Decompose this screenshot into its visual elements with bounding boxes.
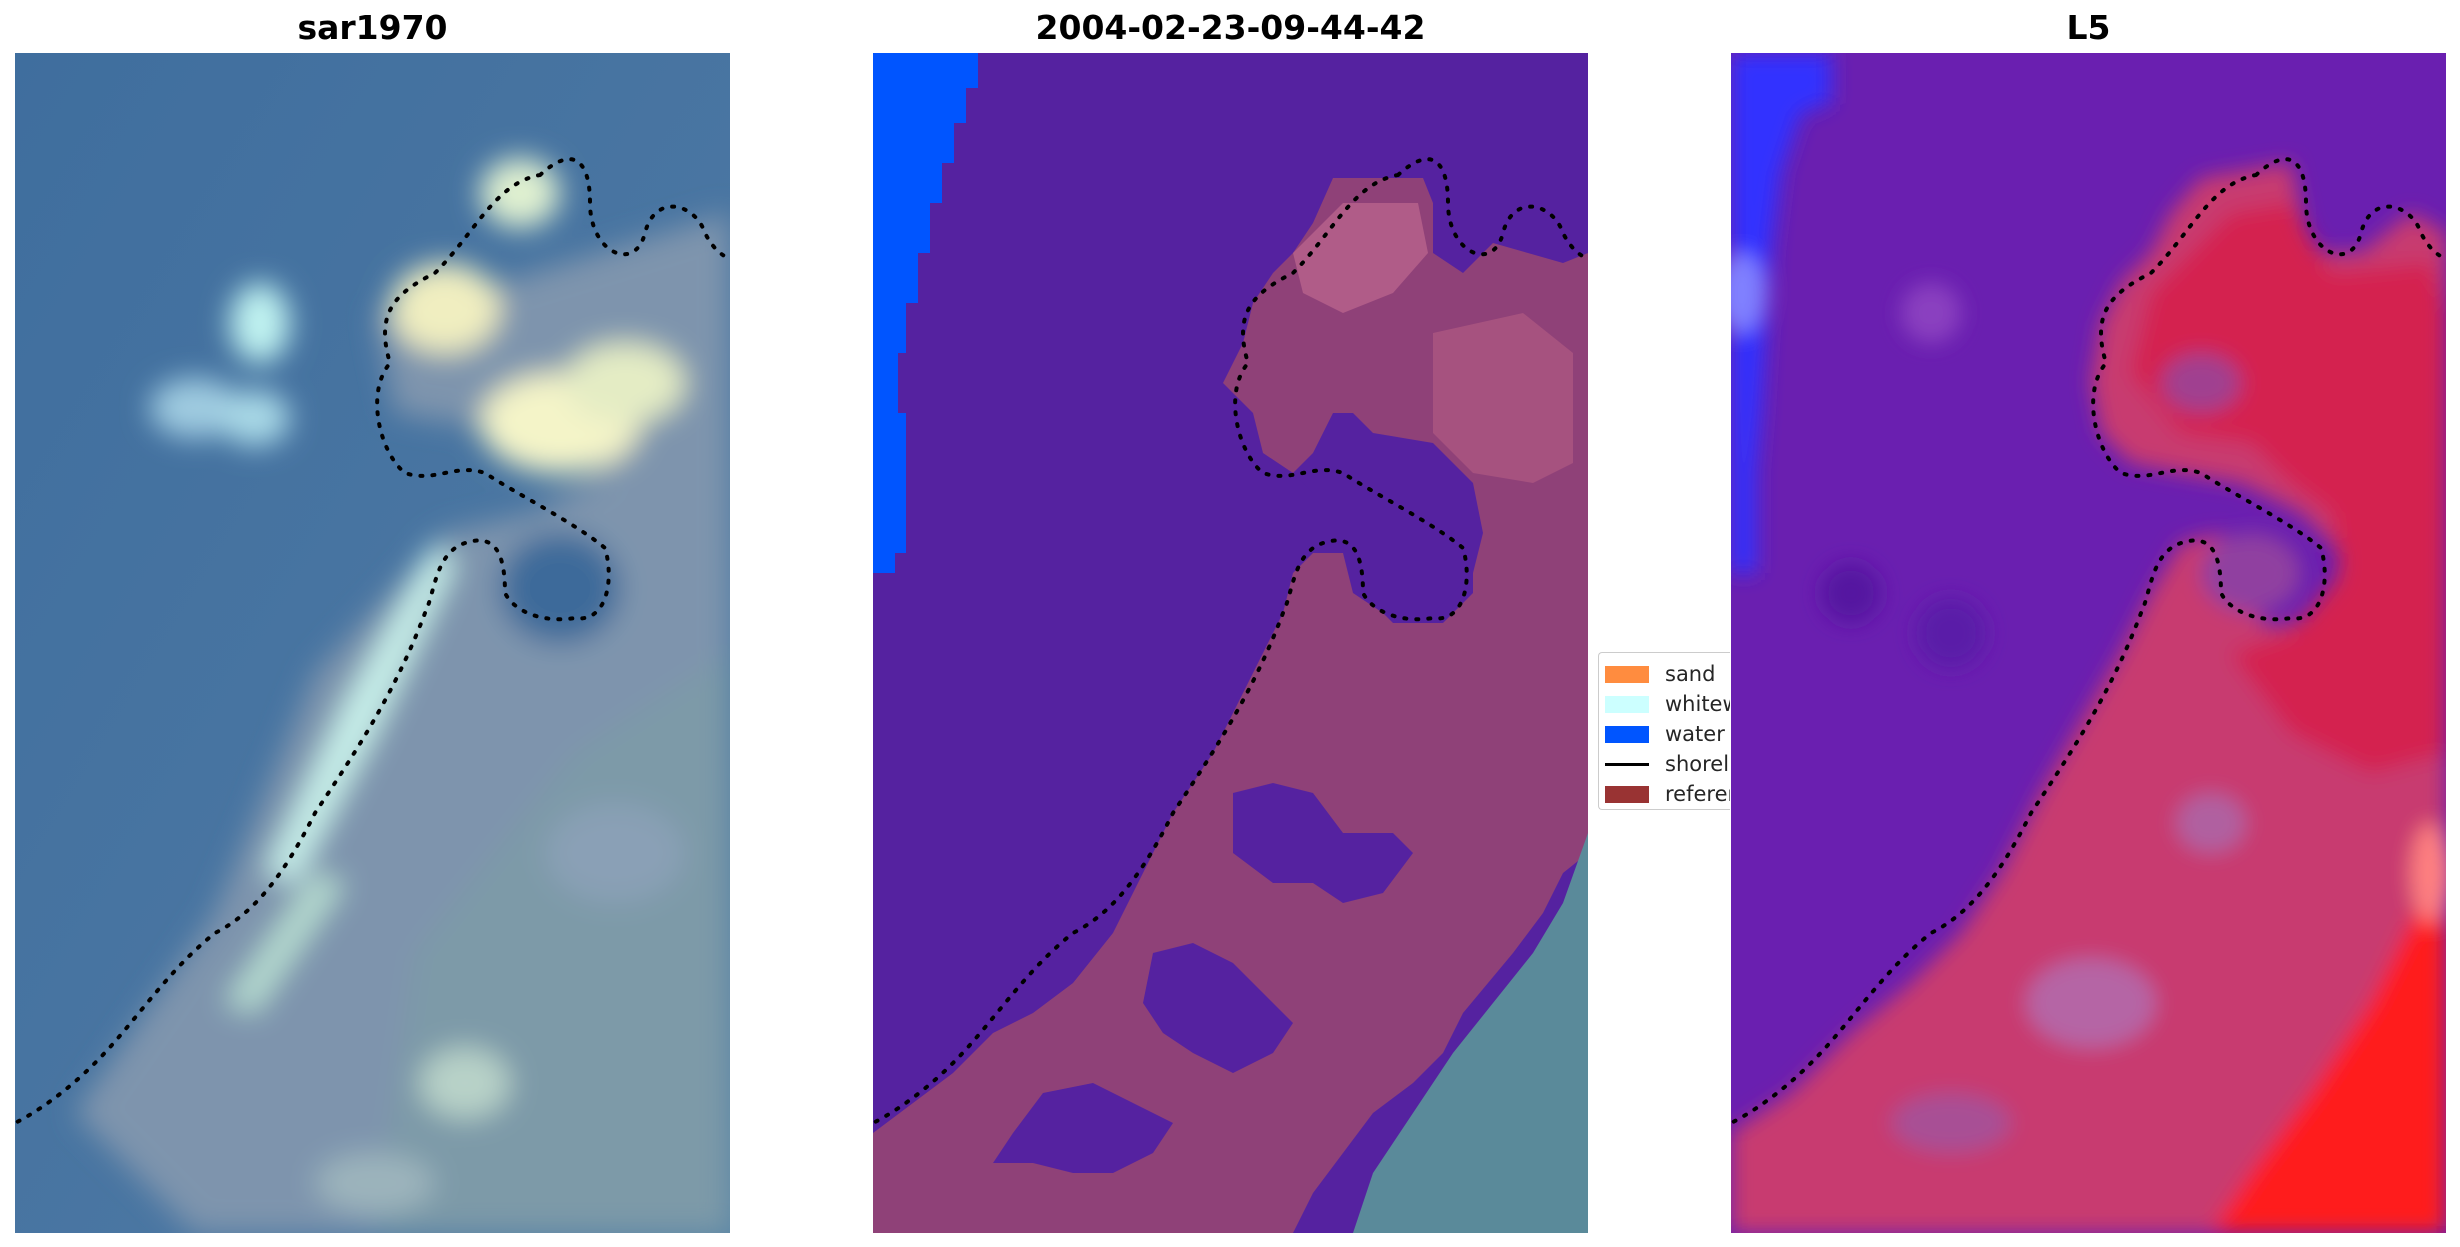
reference-swatch [1605, 785, 1649, 803]
legend-label: reference [1665, 782, 1730, 806]
rgb-image-panel [15, 53, 730, 1233]
shoreline-swatch [1605, 762, 1649, 766]
index-map-panel [1731, 53, 2446, 1233]
shoreline-overlay [1731, 157, 2446, 1125]
legend-label: water [1665, 722, 1725, 746]
sand-swatch [1605, 665, 1649, 683]
rgb-image [15, 53, 730, 1233]
legend-item-sand: sand [1605, 659, 1730, 689]
legend-label: shoreline [1665, 752, 1730, 776]
water-swatch [1605, 725, 1649, 743]
shoreline-overlay [15, 157, 730, 1125]
panel-title-rgb: sar1970 [297, 8, 448, 47]
index-map-image [1731, 53, 2446, 1233]
legend-item-water: water [1605, 719, 1730, 749]
legend-item-shoreline: shoreline [1605, 749, 1730, 779]
panel-title-classification: 2004-02-23-09-44-42 [1035, 8, 1426, 47]
legend-label: sand [1665, 662, 1716, 686]
classification-panel [873, 53, 1588, 1233]
legend-item-reference: reference [1605, 779, 1730, 809]
whitewater-swatch [1605, 695, 1649, 713]
classification-image [873, 53, 1588, 1233]
shoreline-overlay [873, 157, 1588, 1125]
panel-title-index: L5 [2066, 8, 2111, 47]
